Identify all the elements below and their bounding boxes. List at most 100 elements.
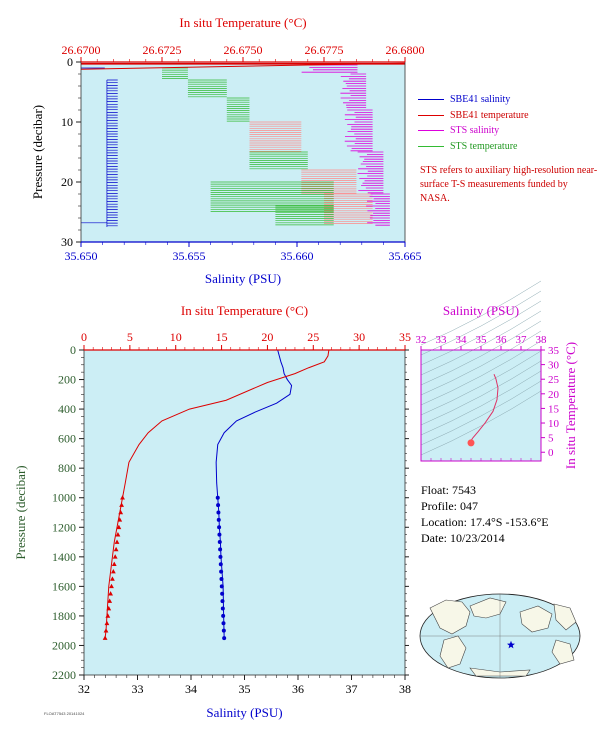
salinity-marker [218,562,223,567]
temperature-marker [111,561,117,567]
temperature-marker [110,576,115,581]
salinity-marker [219,584,224,589]
legend-label: STS salinity [450,125,500,136]
salinity-marker [218,554,223,559]
main-temperature-tick-label: 5 [127,330,133,344]
legend-label: STS temperature [450,140,518,152]
legend-item: SBE41 temperature [418,108,529,124]
main-salinity-tick-label: 35 [239,682,251,696]
top-pressure-tick-label: 0 [67,55,73,69]
world-map [419,593,581,679]
ts-temperature-tick-label: 35 [548,345,560,357]
map-land [551,639,575,665]
main-temperature-tick-label: 15 [216,330,228,344]
temperature-marker [110,568,116,574]
salinity-marker [219,569,224,574]
temperature-marker [118,509,124,515]
sts-temperature-step [324,193,373,224]
top-panel-bg [81,62,405,242]
float-id: Float: 7543 [421,483,477,497]
sts-temperature-step [249,151,308,170]
legend-item: STS temperature [418,139,529,155]
isopycnal-contour [420,390,542,456]
isopycnal-contour [420,300,542,366]
main-pressure-tick-label: 2200 [52,668,76,682]
main-salinity-tick-label: 34 [185,682,197,696]
main-pressure-tick-label: 1000 [52,491,76,505]
salinity-marker [221,628,226,633]
isopycnal-contour [420,280,542,346]
ts-temperature-axis-title: In situ Temperature (°C) [563,342,578,469]
top-salinity-axis-title: Salinity (PSU) [205,271,281,286]
main-temperature-axis-title: In situ Temperature (°C) [181,303,308,318]
main-salinity-tick-label: 33 [132,682,144,696]
sbe41-salinity-profile [215,349,293,639]
temperature-marker [114,539,120,544]
ts-salinity-tick-label: 34 [456,334,468,346]
sts-temperature-step [301,169,357,194]
stamp: FLOAT7543 20141024 [44,711,85,716]
temperature-marker [116,524,122,530]
date: Date: 10/23/2014 [421,531,505,545]
ts-temperature-tick-label: 10 [548,418,560,430]
main-temperature-tick-label: 35 [399,330,411,344]
main-pressure-tick-label: 600 [58,432,76,446]
salinity-marker [217,540,222,545]
main-pressure-tick-label: 800 [58,461,76,475]
main-temperature-tick-label: 30 [353,330,365,344]
isopycnal-contour [420,330,542,396]
legend-item: SBE41 salinity [418,92,529,108]
temperature-marker [104,620,110,626]
top-salinity-tick-label: 35.655 [173,249,206,263]
isopycnal-contour [420,370,542,436]
salinity-marker [216,510,221,515]
main-salinity-tick-label: 37 [346,682,358,696]
location: Location: 17.4°S -153.6°E [421,515,549,529]
top-temperature-tick-label: 26.6775 [305,43,344,57]
legend-item: STS salinity [418,123,529,139]
map-land [519,605,553,633]
ts-temperature-tick-label: 20 [548,389,560,401]
temperature-marker [106,605,112,611]
top-temperature-tick-label: 26.6750 [224,43,263,57]
main-pressure-tick-label: 1800 [52,609,76,623]
main-pressure-tick-label: 0 [70,343,76,357]
salinity-marker [220,599,225,604]
isopycnal-contour [420,290,542,356]
salinity-marker [222,636,227,641]
legend-swatch [418,114,444,116]
map-land [553,603,577,631]
ts-temperature-tick-label: 5 [548,433,554,445]
main-salinity-axis-title: Salinity (PSU) [206,705,282,720]
legend-label: SBE41 salinity [450,94,511,105]
temperature-marker [119,502,125,507]
sts-temperature-step [187,79,227,98]
ts-salinity-tick-label: 32 [416,334,427,346]
isopycnal-contour [420,360,542,426]
main-pressure-tick-label: 2000 [52,638,76,652]
ts-deep-cluster [467,439,475,447]
map-land [429,599,471,635]
ts-salinity-axis-title: Salinity (PSU) [443,303,519,318]
main-panel-bg [84,350,405,675]
top-pressure-tick-label: 30 [61,235,73,249]
sts-note: STS refers to auxiliary high-resolution … [420,165,598,204]
sts-temperature-trace [162,67,373,226]
profile-number: Profile: 047 [421,499,478,513]
temperature-marker [103,628,109,633]
top-salinity-tick-label: 35.650 [65,249,98,263]
top-salinity-tick-label: 35.665 [389,249,422,263]
legend-label: SBE41 temperature [450,109,529,121]
temperature-marker [108,591,113,596]
ts-temperature-tick-label: 15 [548,403,560,415]
temperature-marker [107,598,113,603]
main-salinity-tick-label: 36 [292,682,304,696]
temperature-marker [102,635,108,640]
top-pressure-tick-label: 20 [61,175,73,189]
top-salinity-tick-label: 35.660 [281,249,314,263]
ts-salinity-tick-label: 37 [516,334,528,346]
main-temperature-tick-label: 10 [170,330,182,344]
isopycnal-contour [420,380,542,446]
top-pressure-tick-label: 10 [61,115,73,129]
